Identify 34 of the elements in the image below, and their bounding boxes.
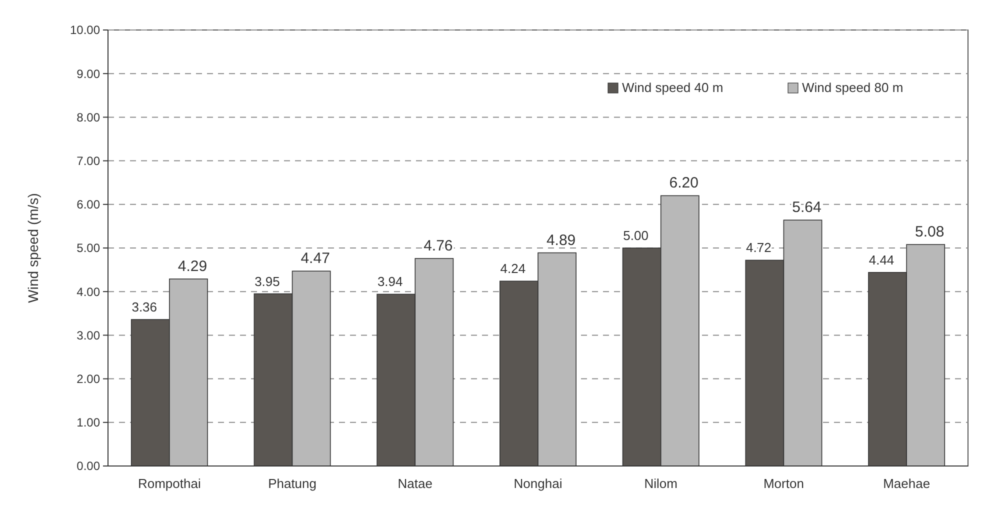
x-tick-label: Morton xyxy=(763,476,804,491)
data-label: 5.64 xyxy=(792,199,822,216)
data-label: 4.29 xyxy=(178,258,208,275)
data-label: 6.20 xyxy=(669,174,698,192)
y-tick-label: 6.00 xyxy=(76,198,100,212)
y-tick-label: 9.00 xyxy=(76,66,100,81)
x-tick-label: Nilom xyxy=(644,476,678,491)
data-label: 5.08 xyxy=(915,224,944,241)
x-tick-label: Maehae xyxy=(883,476,930,491)
y-tick-label: 3.00 xyxy=(76,328,100,342)
data-label: 4.44 xyxy=(868,252,894,268)
data-label: 5.00 xyxy=(623,228,648,243)
y-tick-label: 1.00 xyxy=(76,416,100,430)
legend-label: Wind speed 40 m xyxy=(622,80,724,95)
data-label: 4.24 xyxy=(500,261,526,276)
x-tick-label: Phatung xyxy=(268,476,317,491)
legend-label: Wind speed 80 m xyxy=(802,80,904,95)
data-label: 4.76 xyxy=(424,237,453,254)
data-label: 4.47 xyxy=(300,250,330,268)
data-label: 3.36 xyxy=(132,300,158,315)
y-tick-label: 7.00 xyxy=(76,154,100,168)
y-tick-label: 10.00 xyxy=(70,23,100,38)
data-label: 4.89 xyxy=(546,232,576,249)
y-tick-label: 0.00 xyxy=(76,459,100,474)
data-label: 3.94 xyxy=(377,274,403,290)
x-tick-label: Rompothai xyxy=(138,476,201,491)
data-label: 3.95 xyxy=(254,274,280,289)
y-tick-label: 4.00 xyxy=(76,284,100,299)
y-tick-label: 2.00 xyxy=(76,372,100,386)
y-tick-label: 5.00 xyxy=(76,241,100,256)
x-tick-label: Natae xyxy=(398,476,432,491)
x-tick-label: Nonghai xyxy=(514,476,562,491)
y-axis-title: Wind speed (m/s) xyxy=(25,193,41,303)
y-tick-label: 8.00 xyxy=(76,110,100,124)
